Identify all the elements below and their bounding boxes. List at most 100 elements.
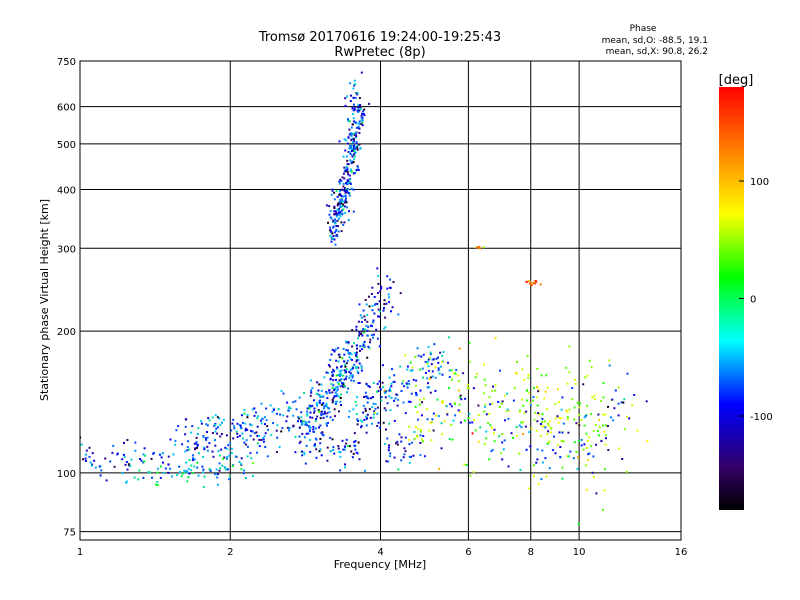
data-point xyxy=(328,389,331,392)
data-point xyxy=(471,432,474,435)
data-point xyxy=(471,421,474,424)
data-point xyxy=(320,414,323,417)
data-point xyxy=(339,451,342,454)
data-point xyxy=(211,416,214,419)
data-point xyxy=(251,408,254,411)
data-point xyxy=(349,372,352,375)
data-point xyxy=(379,388,382,391)
data-point xyxy=(626,372,629,375)
data-point xyxy=(315,456,318,459)
data-point xyxy=(636,429,639,432)
data-point xyxy=(353,342,355,345)
data-point xyxy=(473,419,475,422)
data-point xyxy=(516,434,518,437)
data-point xyxy=(356,147,359,150)
data-point xyxy=(306,413,309,416)
data-point xyxy=(320,383,323,386)
data-point xyxy=(566,382,569,385)
data-point xyxy=(343,384,346,387)
data-point xyxy=(355,136,357,139)
data-point xyxy=(314,443,316,446)
data-point xyxy=(351,154,354,157)
data-point xyxy=(432,412,435,415)
data-point xyxy=(427,382,429,385)
data-point xyxy=(243,469,246,472)
data-point xyxy=(336,208,339,211)
data-point xyxy=(225,468,228,471)
data-point xyxy=(279,413,282,416)
data-point xyxy=(349,368,352,371)
data-point xyxy=(380,287,383,290)
data-point xyxy=(582,383,585,386)
data-point xyxy=(497,400,500,403)
data-point xyxy=(547,441,550,444)
data-point xyxy=(230,447,233,450)
data-point xyxy=(347,341,350,344)
data-point xyxy=(390,396,393,399)
data-point xyxy=(357,168,360,171)
data-point xyxy=(336,381,339,384)
data-point xyxy=(586,374,589,377)
data-point xyxy=(528,391,531,394)
data-point xyxy=(359,147,362,150)
data-point xyxy=(435,414,438,417)
data-point xyxy=(332,448,334,451)
data-point xyxy=(592,455,595,458)
data-point xyxy=(422,353,425,356)
data-point xyxy=(159,476,162,479)
data-point xyxy=(318,410,321,413)
data-point xyxy=(457,380,460,382)
data-point xyxy=(299,426,301,429)
data-point xyxy=(343,448,346,451)
data-point xyxy=(499,369,501,372)
data-point xyxy=(544,457,547,460)
data-point xyxy=(184,425,187,428)
data-point xyxy=(84,457,87,460)
data-point xyxy=(386,437,389,440)
data-point xyxy=(208,442,211,445)
data-point xyxy=(264,416,266,419)
data-point xyxy=(386,275,389,278)
data-point xyxy=(253,432,256,435)
data-point xyxy=(282,414,285,417)
data-point xyxy=(506,408,509,411)
data-point xyxy=(366,356,369,359)
data-point xyxy=(437,415,440,418)
data-point xyxy=(113,465,116,468)
data-point xyxy=(323,410,326,413)
data-point xyxy=(217,450,220,453)
data-point xyxy=(603,489,606,492)
data-point xyxy=(383,389,386,392)
data-point xyxy=(454,372,457,375)
data-point xyxy=(366,401,369,404)
data-point xyxy=(252,438,255,441)
data-point xyxy=(452,372,455,375)
data-point xyxy=(355,122,358,125)
data-point xyxy=(421,376,424,379)
data-point xyxy=(602,396,605,399)
data-point xyxy=(611,398,614,401)
data-point xyxy=(205,438,208,441)
data-point xyxy=(221,433,223,435)
data-point xyxy=(365,424,368,427)
data-point xyxy=(359,104,362,106)
data-point xyxy=(561,396,564,399)
data-point xyxy=(213,424,216,427)
data-point xyxy=(256,434,259,437)
data-point xyxy=(377,390,380,392)
data-point xyxy=(242,437,244,440)
data-point xyxy=(360,424,363,427)
data-point xyxy=(520,426,523,429)
data-point xyxy=(280,430,283,433)
data-point xyxy=(208,419,211,422)
data-point xyxy=(409,400,412,403)
data-point xyxy=(604,413,607,416)
data-point xyxy=(488,412,491,415)
data-point xyxy=(372,333,375,336)
data-point xyxy=(206,436,209,439)
data-point xyxy=(501,433,504,435)
data-point xyxy=(349,144,351,147)
data-point xyxy=(428,386,431,389)
data-point xyxy=(346,391,348,394)
data-point xyxy=(217,426,219,429)
